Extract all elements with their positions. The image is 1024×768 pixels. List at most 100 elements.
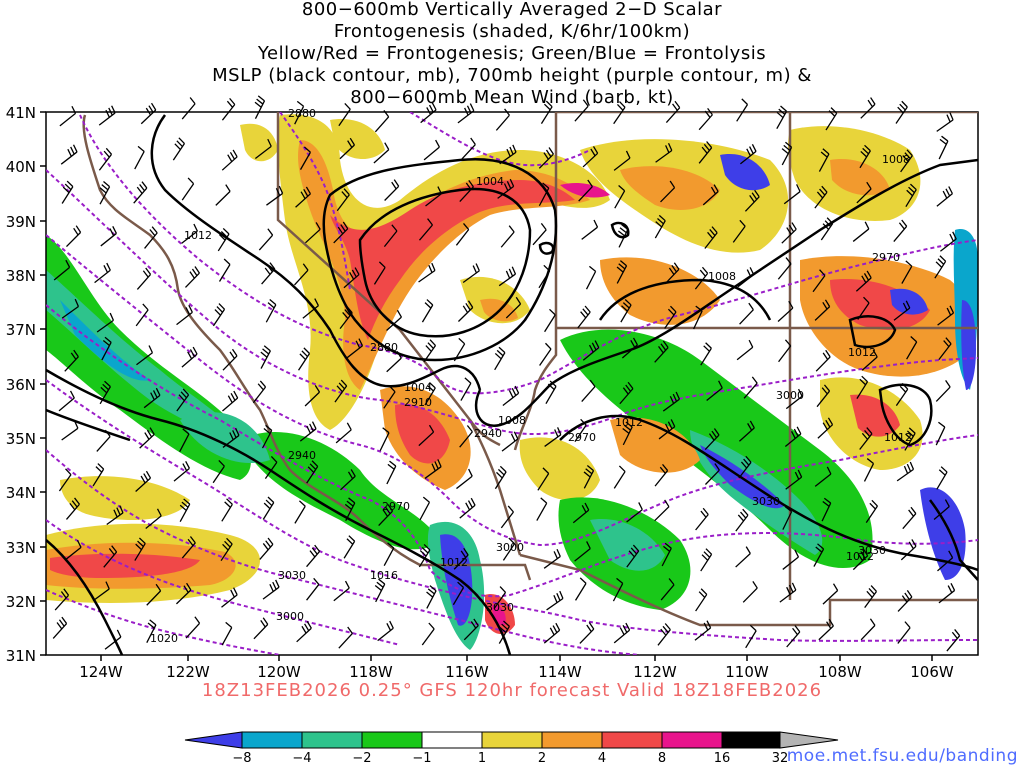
lat-label: 33N — [6, 539, 36, 557]
wind-barb-shaft — [574, 105, 589, 122]
wind-barb-flag — [675, 391, 681, 400]
wind-barb-flag — [630, 547, 638, 555]
wind-barb-flag — [435, 139, 440, 148]
wind-barb-flag — [178, 137, 185, 144]
wind-barb-flag — [58, 619, 65, 627]
wind-barb-flag — [225, 621, 233, 629]
wind-barb-flag — [496, 349, 504, 357]
wind-barb-flag — [389, 460, 397, 467]
wind-barb-flag — [935, 261, 943, 268]
wind-barb-flag — [944, 499, 950, 507]
wind-barb-flag — [625, 622, 631, 631]
wind-barb-flag — [148, 345, 154, 354]
wind-barb-flag — [709, 229, 716, 236]
wind-barb-flag — [910, 506, 917, 514]
wind-barb-flag — [591, 342, 597, 351]
wind-barb-shaft — [739, 309, 754, 325]
wind-barb-flag — [104, 380, 111, 388]
wind-barb-flag — [940, 466, 948, 473]
wind-barb-shaft — [654, 506, 670, 522]
wind-barb-flag — [72, 144, 78, 153]
wind-barb-shaft — [258, 234, 274, 251]
wind-barb-flag — [338, 382, 346, 390]
wind-barb-flag — [194, 616, 201, 624]
wind-barb-flag — [358, 338, 364, 347]
lon-label: 114W — [538, 663, 582, 681]
wind-barb-flag — [797, 469, 803, 478]
wind-barb-flag — [593, 219, 599, 228]
wind-barb-flag — [460, 550, 467, 558]
wind-barb-flag — [868, 588, 875, 595]
wind-barb-flag — [632, 544, 640, 552]
wind-barb-shaft — [146, 590, 162, 606]
wind-barb-flag — [101, 184, 109, 191]
wind-barb-shaft — [373, 267, 386, 285]
wind-barb-flag — [470, 497, 476, 506]
lon-label: 108W — [818, 663, 862, 681]
wind-barb-flag — [498, 346, 506, 354]
wind-barb-flag — [828, 110, 836, 117]
wind-barb-flag — [391, 224, 398, 232]
wind-barb-flag — [314, 298, 320, 306]
wind-barb-shaft — [742, 587, 758, 603]
shaded-frontogenesis — [46, 112, 978, 655]
wind-barb-shaft — [777, 263, 792, 280]
wind-barb-flag — [226, 537, 233, 545]
wind-barb-flag — [867, 99, 873, 108]
wind-barb-flag — [707, 107, 713, 116]
wind-barb-shaft — [782, 511, 793, 530]
wind-barb-flag — [384, 142, 390, 150]
wind-barb-flag — [224, 501, 231, 508]
wind-barb-flag — [270, 456, 278, 463]
wind-barb-shaft — [264, 461, 278, 480]
wind-barb-flag — [630, 339, 636, 348]
wind-barb-flag — [139, 184, 145, 192]
lon-label: 110W — [725, 663, 769, 681]
wind-barb-flag — [119, 505, 124, 514]
lon-label: 122W — [166, 663, 210, 681]
wind-barb-flag — [942, 190, 948, 199]
colorbar: −8 −4 −2 −1 1 2 4 8 16 32 — [184, 731, 839, 766]
title-line-2: Frontogenesis (shaded, K/6hr/100km) — [333, 21, 691, 42]
wind-barb-flag — [472, 265, 478, 274]
wind-barb-flag — [260, 351, 268, 358]
mslp-contours — [46, 114, 978, 655]
height-label: 3030 — [752, 495, 780, 508]
wind-barb-flag — [540, 497, 548, 504]
wind-barb-flag — [349, 137, 356, 146]
wind-barb-flag — [426, 107, 432, 115]
wind-barb-flag — [751, 143, 757, 152]
wind-barb-flag — [862, 548, 869, 557]
wind-barb-flag — [718, 380, 723, 389]
wind-barb-flag — [464, 377, 472, 384]
wind-barb-shaft — [418, 431, 435, 447]
wind-barb-flag — [74, 298, 80, 307]
wind-barb-flag — [426, 299, 434, 306]
wind-barb-flag — [174, 143, 181, 150]
title-line-5: 800−600mb Mean Wind (barb, kt) — [350, 87, 674, 108]
height-label: 3000 — [276, 610, 304, 623]
wind-barb-flag — [672, 393, 678, 402]
wind-barb-flag — [105, 147, 113, 155]
wind-barb-flag — [824, 220, 832, 227]
wind-barb-flag — [664, 542, 672, 549]
wind-barb-flag — [549, 380, 557, 387]
wind-barb-flag — [103, 265, 109, 273]
wind-barb-flag — [659, 466, 666, 474]
wind-barb-flag — [147, 622, 155, 629]
wind-barb-shaft — [383, 230, 398, 248]
wind-barb-flag — [660, 343, 667, 351]
wind-barb-shaft — [104, 636, 122, 650]
wind-barb-flag — [223, 258, 231, 265]
wind-barb-flag — [786, 586, 791, 595]
wind-barb-flag — [713, 184, 719, 192]
wind-barb-flag — [262, 543, 269, 551]
wind-barb-flag — [311, 547, 318, 555]
wind-barb-shaft — [58, 397, 75, 412]
wind-barb-flag — [619, 227, 627, 234]
wind-barb-shaft — [455, 229, 470, 246]
wind-barb-flag — [906, 430, 914, 437]
wind-barb-flag — [150, 102, 157, 111]
wind-barb-flag — [698, 591, 706, 598]
